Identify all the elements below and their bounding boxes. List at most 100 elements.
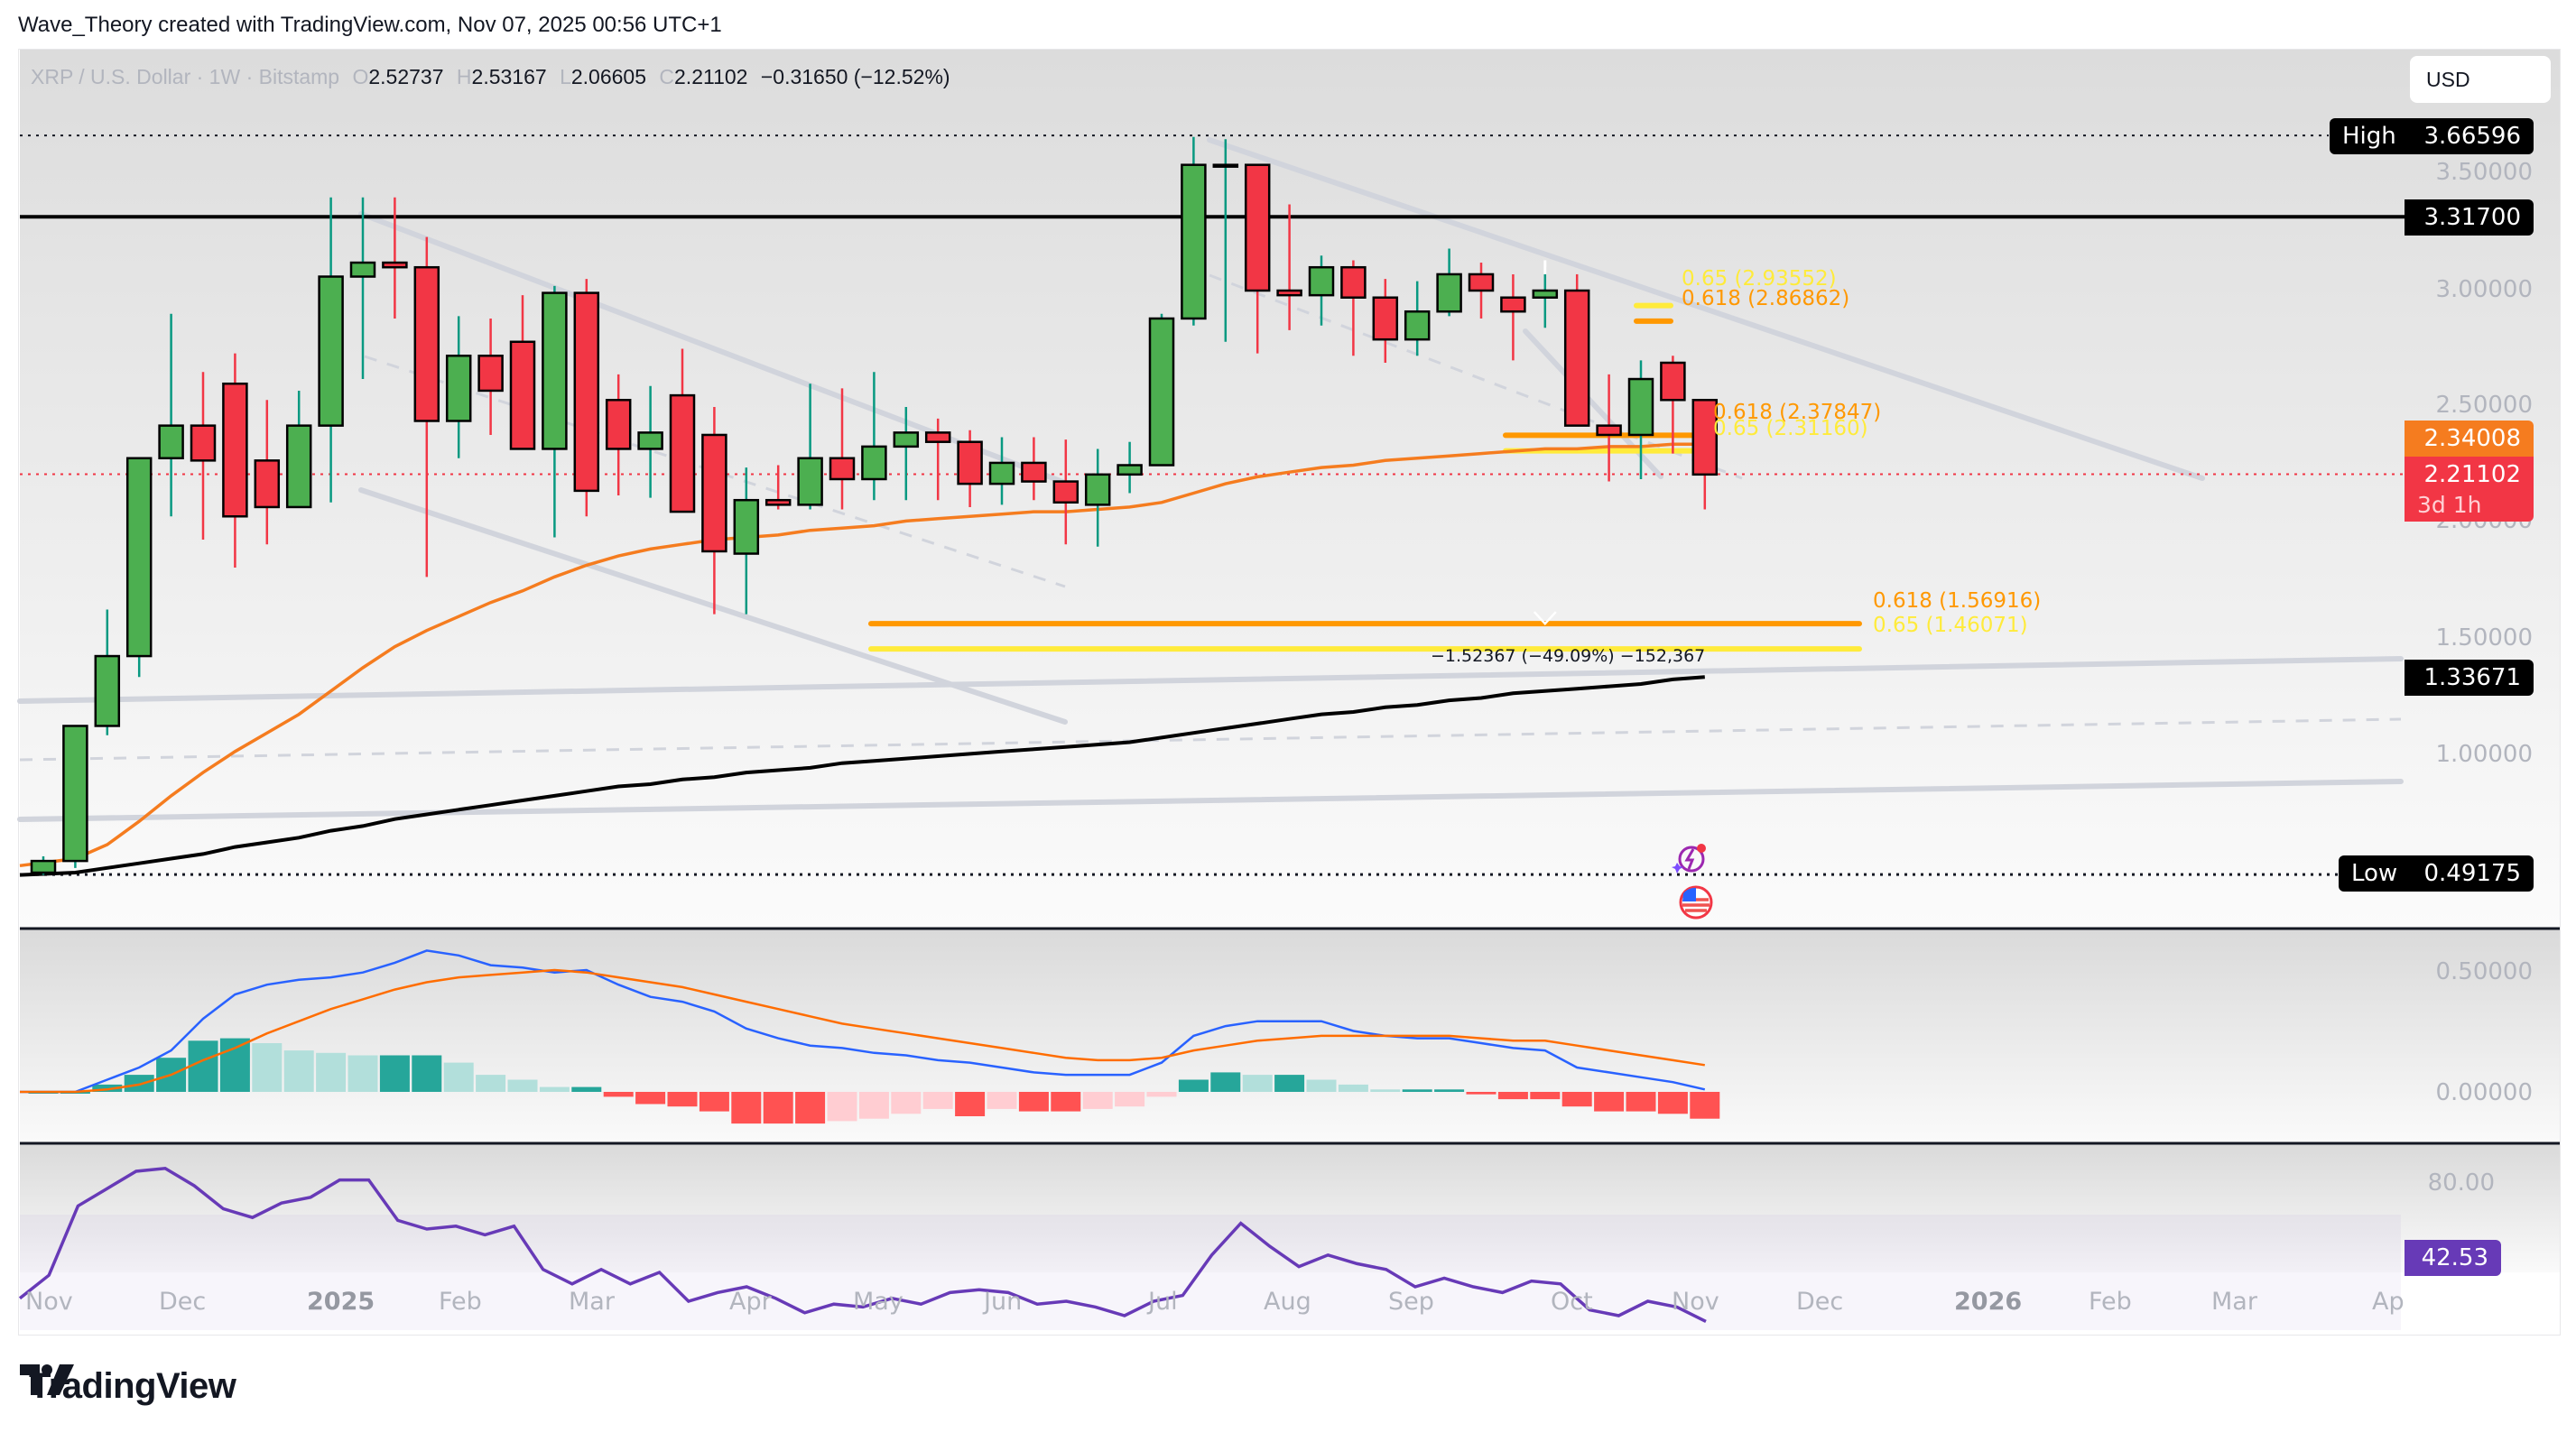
- candle[interactable]: [733, 467, 760, 615]
- open-value: 2.52737: [368, 65, 444, 88]
- candle[interactable]: [605, 374, 632, 496]
- candle[interactable]: [988, 437, 1015, 505]
- time-axis-label: Oct: [1551, 1288, 1593, 1316]
- time-axis-label: Nov: [1672, 1288, 1719, 1316]
- macd-tick: 0.00000: [2435, 1079, 2533, 1106]
- macd-histogram-bar: [1530, 1092, 1561, 1100]
- candle[interactable]: [1468, 263, 1495, 319]
- candle[interactable]: [158, 313, 184, 517]
- low-label: Low: [2339, 855, 2411, 892]
- candle[interactable]: [1084, 448, 1111, 547]
- candle[interactable]: [1212, 139, 1239, 342]
- candle[interactable]: [94, 609, 121, 735]
- macd-histogram-bar: [1497, 1092, 1528, 1100]
- currency-button[interactable]: USD: [2410, 56, 2551, 103]
- candle[interactable]: [1276, 204, 1302, 330]
- macd-histogram-bar: [1274, 1075, 1305, 1092]
- macd-histogram-bar: [858, 1092, 889, 1119]
- macd-histogram-bar: [827, 1092, 857, 1122]
- macd-histogram-bar: [955, 1092, 986, 1116]
- candle[interactable]: [413, 236, 440, 578]
- candle[interactable]: [1627, 360, 1654, 479]
- candle[interactable]: [382, 197, 408, 319]
- candle[interactable]: [764, 465, 792, 510]
- macd-histogram-bar: [699, 1092, 729, 1112]
- candle[interactable]: [477, 318, 504, 435]
- candle[interactable]: [1021, 437, 1047, 501]
- us-event-flag-icon[interactable]: [1678, 884, 1714, 920]
- macd-histogram-bar: [219, 1038, 250, 1092]
- candle[interactable]: [1308, 255, 1335, 326]
- candle[interactable]: [573, 279, 600, 517]
- macd-histogram-bar: [1115, 1092, 1145, 1107]
- candle[interactable]: [1340, 260, 1367, 356]
- time-axis-label: Apr: [729, 1288, 772, 1316]
- candle[interactable]: [701, 407, 727, 615]
- macd-histogram-bar: [1370, 1089, 1401, 1092]
- candle[interactable]: [1660, 356, 1686, 454]
- chart-credit: Wave_Theory created with TradingView.com…: [18, 13, 722, 37]
- candle[interactable]: [1117, 441, 1143, 494]
- candle[interactable]: [1436, 248, 1462, 317]
- time-axis-label: Dec: [159, 1288, 207, 1316]
- candle[interactable]: [1372, 279, 1399, 363]
- candle[interactable]: [1532, 267, 1559, 328]
- candle[interactable]: [190, 372, 217, 541]
- high-value: 2.53167: [471, 65, 547, 88]
- macd-histogram-bar: [1210, 1072, 1241, 1092]
- candle[interactable]: [285, 390, 312, 509]
- candle[interactable]: [893, 407, 920, 501]
- fib-label-0618-lower: 0.618 (1.56916): [1873, 589, 2042, 613]
- candle[interactable]: [1500, 273, 1526, 361]
- time-axis-label: Mar: [2211, 1288, 2257, 1316]
- candle[interactable]: [669, 348, 696, 513]
- time-axis-label: Mar: [569, 1288, 615, 1316]
- candle[interactable]: [254, 400, 281, 545]
- ai-signal-icon[interactable]: [1670, 839, 1711, 881]
- candle[interactable]: [125, 457, 153, 678]
- candle[interactable]: [1244, 163, 1271, 354]
- candle[interactable]: [30, 855, 57, 875]
- candle[interactable]: [62, 725, 88, 868]
- candle[interactable]: [222, 353, 248, 568]
- candle[interactable]: [1052, 439, 1080, 545]
- candle[interactable]: [861, 372, 887, 501]
- macd-histogram-bar: [1594, 1092, 1625, 1112]
- candle[interactable]: [1691, 399, 1719, 510]
- macd-histogram-bar: [1561, 1092, 1592, 1107]
- last-price-tag: 2.21102 3d 1h: [2405, 457, 2534, 522]
- macd-histogram-bar: [763, 1092, 793, 1124]
- candle[interactable]: [1181, 136, 1207, 326]
- rsi-value-tag: 42.53: [2405, 1240, 2501, 1276]
- macd-histogram-bar: [539, 1086, 570, 1092]
- candle[interactable]: [318, 197, 344, 503]
- candle[interactable]: [1563, 273, 1590, 427]
- fib-label-065-lower: 0.65 (1.46071): [1873, 614, 2028, 637]
- candle[interactable]: [924, 418, 951, 501]
- macd-histogram-bar: [476, 1075, 506, 1092]
- macd-histogram-bar: [731, 1092, 762, 1124]
- candle[interactable]: [349, 197, 376, 380]
- candle[interactable]: [797, 384, 823, 510]
- candle[interactable]: [637, 385, 663, 498]
- candle[interactable]: [957, 430, 983, 507]
- candle[interactable]: [1148, 313, 1175, 467]
- macd-histogram-bar: [283, 1050, 314, 1092]
- tradingview-logo-icon: [20, 1364, 74, 1395]
- candle[interactable]: [509, 295, 536, 450]
- macd-histogram-bar: [1338, 1084, 1368, 1092]
- symbol-title[interactable]: XRP / U.S. Dollar · 1W · Bitstamp: [31, 65, 340, 88]
- fib-label-065-mid: 0.65 (2.31160): [1713, 417, 1868, 440]
- tradingview-logo[interactable]: TradingView: [20, 1364, 236, 1408]
- macd-histogram-bar: [347, 1055, 378, 1092]
- candle[interactable]: [542, 285, 568, 538]
- macd-histogram-bar: [1657, 1092, 1688, 1114]
- candle[interactable]: [1596, 374, 1622, 482]
- candle[interactable]: [829, 388, 856, 510]
- rsi-tick: 80.00: [2427, 1169, 2495, 1197]
- candle[interactable]: [445, 316, 472, 458]
- macd-histogram-bar: [124, 1075, 154, 1092]
- macd-histogram-bar: [891, 1092, 922, 1114]
- candle[interactable]: [1404, 281, 1431, 356]
